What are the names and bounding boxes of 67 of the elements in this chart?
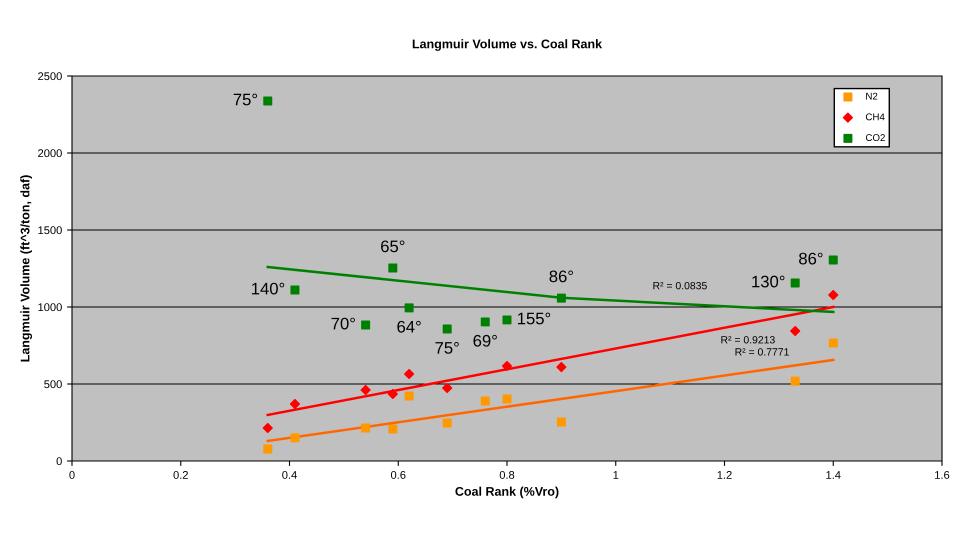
x-tick-label: 0.4: [282, 471, 297, 479]
point: [404, 392, 414, 401]
annotation: 86°: [550, 270, 573, 282]
point: [262, 422, 273, 434]
point: [828, 338, 838, 348]
x-tick-label: 0: [69, 471, 75, 479]
y-tick-label: 1500: [38, 226, 62, 234]
point: [290, 433, 300, 442]
point: [388, 388, 398, 400]
point: [263, 444, 272, 454]
point: [361, 320, 370, 330]
point: [556, 418, 566, 427]
y-tick-label: 500: [44, 380, 62, 388]
point: [828, 256, 838, 265]
x-tick-label: 1.2: [718, 471, 732, 479]
point: [290, 398, 300, 410]
point: [502, 360, 512, 372]
point: [828, 290, 838, 300]
y-tick-label: 2000: [38, 149, 62, 158]
point: [790, 326, 800, 336]
annotation: 64°: [397, 320, 421, 333]
annotation: R² = 0.0835: [653, 282, 707, 290]
y-axis-title: Langmuir Volume (ft^3/ton, daf): [20, 175, 32, 362]
x-tick-label: 1.4: [826, 471, 841, 479]
x-tick-label: 0.8: [500, 471, 514, 479]
point: [388, 264, 398, 273]
point: [790, 278, 800, 288]
point: [263, 96, 272, 106]
x-axis-title: Coal Rank (%Vro): [455, 486, 558, 498]
point: [404, 303, 414, 312]
point: [556, 362, 566, 372]
point: [502, 394, 512, 404]
annotation: 155°: [518, 312, 550, 324]
point: [404, 368, 414, 380]
annotation: R² = 0.9213: [721, 336, 775, 344]
legend-label: CH4: [866, 113, 885, 120]
y-tick-label: 2500: [38, 72, 62, 80]
x-tick-label: 0.6: [390, 471, 406, 479]
point: [290, 286, 300, 295]
point: [442, 382, 452, 394]
point: [360, 384, 371, 396]
point: [480, 396, 490, 406]
x-tick-label: 1: [614, 471, 618, 479]
point: [556, 294, 566, 303]
x-tick-label: 0.2: [173, 471, 188, 479]
y-tick-label: 0: [56, 457, 62, 466]
point: [480, 317, 490, 326]
y-tick-label: 1000: [38, 303, 62, 312]
annotation: 65°: [381, 240, 404, 252]
legend-label: N2: [866, 92, 878, 100]
legend-label: CO2: [866, 134, 885, 142]
annotation: 75°: [435, 342, 459, 354]
annotation: 70°: [332, 318, 355, 330]
point: [790, 376, 800, 386]
annotation: 86°: [799, 252, 823, 265]
annotation: 140°: [252, 282, 284, 295]
point: [502, 315, 512, 324]
point: [442, 324, 452, 334]
point: [388, 424, 398, 434]
x-tick-label: 1.6: [935, 471, 950, 479]
point: [361, 424, 370, 433]
annotation: R² = 0.7771: [736, 348, 789, 356]
point: [442, 418, 452, 428]
annotation: 130°: [752, 276, 784, 288]
annotation: 69°: [473, 334, 497, 347]
annotation: 75°: [234, 94, 258, 106]
chart-title: Langmuir Volume vs. Coal Rank: [412, 39, 602, 51]
